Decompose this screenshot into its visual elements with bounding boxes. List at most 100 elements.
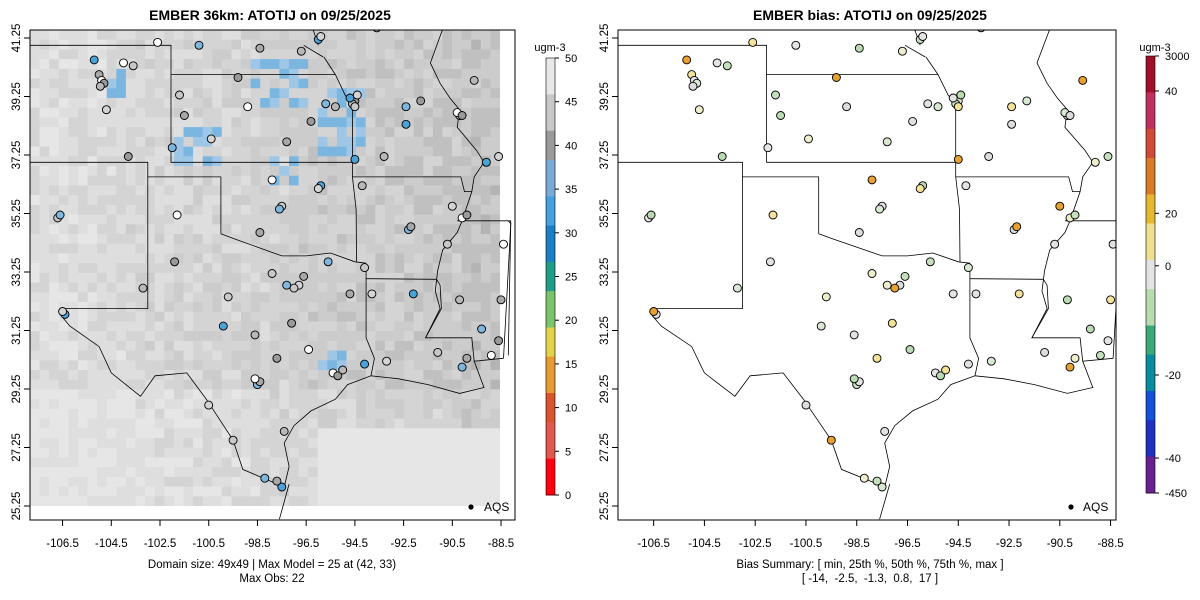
model-cell [336,127,347,138]
model-cell [250,476,261,487]
model-cell [193,136,204,147]
model-cell [221,195,232,206]
model-cell [212,428,223,439]
model-cell [154,204,165,215]
state-border-line [365,263,375,376]
model-cell [241,107,251,118]
model-cell [193,234,204,245]
aqs-legend-label: AQS [1083,500,1108,514]
model-cell [346,185,357,196]
model-cell [490,204,501,215]
model-cell [58,234,69,245]
model-cell [58,379,69,390]
monitor-site-marker [119,58,128,68]
model-cell [173,39,184,50]
model-cell [413,88,424,99]
model-cell [432,68,443,79]
model-cell [356,438,367,449]
model-cell [260,146,271,157]
model-cell [125,195,136,206]
model-cell [164,321,175,332]
state-border-line [884,357,1114,488]
monitor-site-marker [849,330,859,340]
model-cell [269,370,280,381]
model-cell [164,98,175,109]
model-cell [336,272,347,283]
model-cell [212,234,223,245]
model-cell [78,272,88,283]
model-cell [289,175,299,186]
model-cell [317,234,328,245]
colorbar-swatch [546,152,555,161]
model-cell [461,136,472,147]
model-cell [394,321,405,332]
model-cell [269,243,280,254]
model-cell [250,321,261,332]
model-cell [78,68,88,79]
model-cell [183,311,194,322]
model-cell [490,408,501,419]
monitor-site-marker [494,152,504,161]
model-cell [452,263,462,274]
model-cell [317,49,328,60]
model-cell [394,136,405,147]
model-cell [241,253,251,264]
model-cell [250,428,261,439]
model-cell [346,340,357,351]
model-cell [125,292,136,303]
model-cell [241,340,251,351]
model-cell [317,360,328,371]
model-cell [145,486,156,497]
model-cell [106,292,117,303]
model-cell [154,282,165,293]
model-cell [480,78,491,89]
monitor-site-marker [918,32,928,41]
model-cell [87,486,98,497]
model-cell [241,214,251,225]
model-cell [375,175,386,186]
model-cell [404,408,415,419]
model-cell [231,98,242,109]
model-cell [269,127,280,138]
model-cell [183,331,194,342]
model-cell [317,39,328,50]
monitor-site-marker [953,154,963,164]
monitor-site-marker [1007,102,1017,112]
model-cell [260,49,271,60]
monitor-site-marker [1022,96,1032,106]
model-cell [221,438,232,449]
model-cell [135,117,146,128]
model-cell [289,340,299,351]
model-cell [49,496,60,507]
model-cell [58,486,69,497]
model-cell [336,418,347,429]
model-cell [212,136,223,147]
model-cell [356,146,367,157]
model-cell [106,447,117,458]
model-cell [356,127,367,138]
model-cell [442,175,453,186]
model-cell [480,263,491,274]
model-cell [279,476,290,487]
model-cell [250,127,261,138]
model-cell [432,59,443,70]
model-cell [365,59,376,70]
model-cell [241,302,251,313]
monitor-site-marker [447,201,457,211]
colorbar-swatch [1146,238,1155,246]
monitor-site-marker [842,102,852,112]
model-cell [49,117,60,128]
colorbar-swatch [546,101,555,110]
model-cell [154,166,165,177]
model-cell [39,156,50,167]
model-cell [221,311,232,322]
model-cell [164,39,175,50]
monitor-site-marker [849,374,859,384]
model-cell [116,146,127,157]
model-cell [260,253,271,264]
model-cell [145,476,156,487]
monitor-site-marker [649,307,659,316]
model-cell [145,127,156,138]
model-cell [375,263,386,274]
model-cell [269,418,280,429]
